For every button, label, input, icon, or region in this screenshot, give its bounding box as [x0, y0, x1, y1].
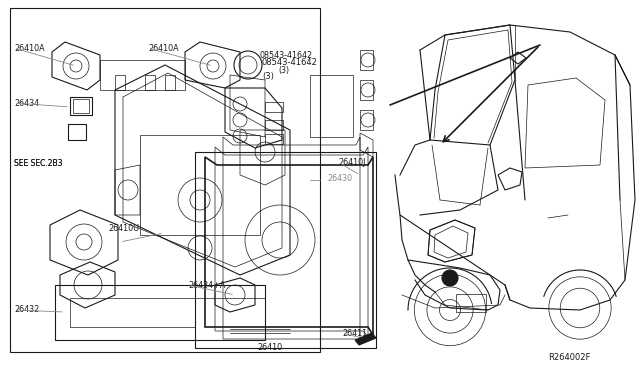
Bar: [73, 99, 89, 113]
Circle shape: [442, 270, 458, 286]
Text: SEE SEC.2B3: SEE SEC.2B3: [14, 158, 63, 167]
Bar: [265, 134, 283, 144]
Text: (3): (3): [262, 71, 274, 80]
Polygon shape: [355, 333, 376, 345]
Bar: [10, 8, 320, 352]
Bar: [70, 97, 92, 115]
Text: 26410U: 26410U: [108, 224, 139, 232]
Bar: [456, 294, 486, 312]
Text: (3): (3): [278, 65, 289, 74]
Text: 26410A: 26410A: [148, 44, 179, 52]
Bar: [68, 124, 86, 140]
Bar: [115, 75, 125, 90]
Text: 26434: 26434: [14, 99, 39, 108]
Text: 26432: 26432: [14, 305, 39, 314]
Bar: [195, 152, 376, 348]
Text: R264002F: R264002F: [548, 353, 590, 362]
Bar: [145, 75, 155, 90]
Text: 26430: 26430: [327, 173, 352, 183]
Text: 08543-41642: 08543-41642: [260, 51, 313, 60]
Text: 26410J: 26410J: [338, 157, 365, 167]
Bar: [140, 135, 260, 235]
Bar: [265, 102, 283, 112]
Text: SEE SEC.2B3: SEE SEC.2B3: [14, 158, 63, 167]
Bar: [265, 120, 283, 130]
Text: 26434+A: 26434+A: [188, 280, 225, 289]
Bar: [165, 75, 175, 90]
Text: 26410: 26410: [257, 343, 283, 353]
Text: 08543-41642: 08543-41642: [262, 58, 318, 67]
Text: 26410A: 26410A: [14, 44, 45, 52]
Text: 26411: 26411: [342, 328, 367, 337]
